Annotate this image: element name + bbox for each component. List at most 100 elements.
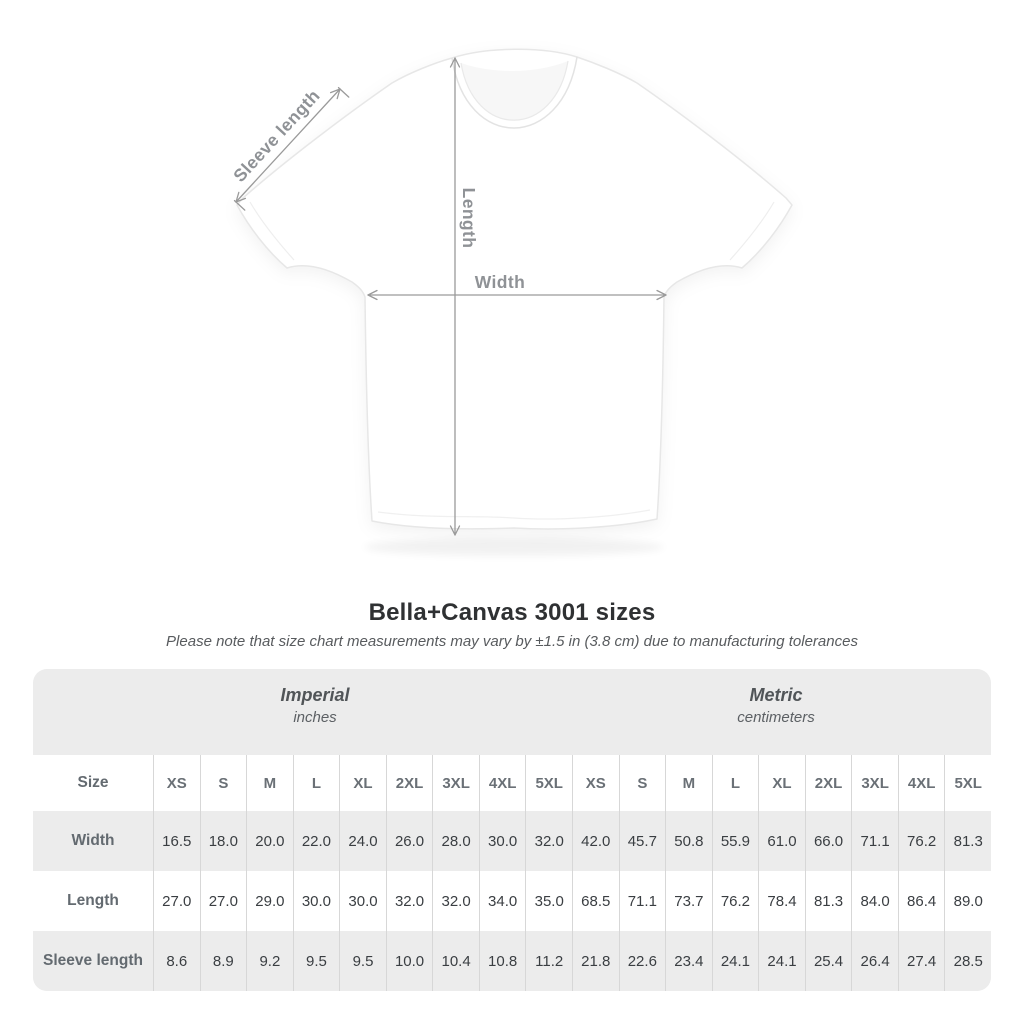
size-value-cell: 8.6	[153, 931, 200, 991]
size-column-header: S	[199, 755, 247, 811]
size-value-cell: 27.0	[153, 871, 200, 931]
size-value-cell: 10.8	[478, 931, 526, 991]
metric-unit-header: Metric centimeters	[737, 684, 815, 728]
size-value-cell: 10.4	[432, 931, 479, 991]
tshirt-measurement-diagram: Sleeve length Length Width	[229, 48, 793, 556]
size-value-cell: 71.1	[851, 811, 898, 871]
size-value-cell: 28.0	[432, 811, 479, 871]
size-value-cell: 68.5	[572, 871, 619, 931]
size-column-header: 4XL	[478, 755, 526, 811]
size-column-header: L	[292, 755, 340, 811]
size-value-cell: 84.0	[851, 871, 898, 931]
size-column-header: 2XL	[385, 755, 433, 811]
size-value-cell: 35.0	[525, 871, 572, 931]
size-value-cell: 66.0	[804, 811, 852, 871]
size-value-cell: 42.0	[572, 811, 619, 871]
size-value-cell: 89.0	[944, 871, 991, 931]
size-value-cell: 25.4	[804, 931, 852, 991]
size-value-cell: 9.5	[339, 931, 386, 991]
size-column-header: S	[618, 755, 666, 811]
size-value-cell: 10.0	[385, 931, 433, 991]
size-value-cell: 27.4	[897, 931, 945, 991]
length-arrow	[449, 57, 461, 536]
size-value-cell: 32.0	[525, 811, 572, 871]
size-column-header: 3XL	[851, 755, 898, 811]
size-column-header: L	[711, 755, 759, 811]
size-value-cell: 21.8	[572, 931, 619, 991]
size-value-cell: 30.0	[478, 811, 526, 871]
length-label: Length	[459, 188, 479, 249]
size-column-header: 4XL	[897, 755, 945, 811]
size-column-header: XS	[153, 755, 200, 811]
size-value-cell: 11.2	[525, 931, 572, 991]
size-column-header: M	[665, 755, 712, 811]
dimension-arrows	[233, 57, 667, 536]
size-value-cell: 50.8	[665, 811, 712, 871]
size-value-cell: 30.0	[339, 871, 386, 931]
size-value-cell: 45.7	[618, 811, 666, 871]
size-value-cell: 81.3	[804, 871, 852, 931]
hem-crease	[377, 509, 651, 520]
size-column-header: 5XL	[525, 755, 572, 811]
size-value-cell: 26.4	[851, 931, 898, 991]
size-column-header: M	[246, 755, 293, 811]
sleeve-length-arrow	[233, 86, 350, 211]
imperial-unit-header: Imperial inches	[280, 684, 349, 728]
size-value-cell: 22.6	[618, 931, 666, 991]
size-value-cell: 24.0	[339, 811, 386, 871]
size-value-cell: 24.1	[758, 931, 805, 991]
width-label: Width	[475, 272, 525, 292]
tolerance-note: Please note that size chart measurements…	[166, 633, 858, 650]
shirt-shadow	[364, 538, 664, 556]
page-title: Bella+Canvas 3001 sizes	[368, 599, 656, 626]
size-value-cell: 27.0	[199, 871, 247, 931]
size-table: Imperial inches Metric centimeters Size X…	[33, 669, 991, 991]
collar-inner-seam	[460, 60, 569, 121]
unit-header-band: Imperial inches Metric centimeters	[33, 669, 991, 755]
size-value-cell: 20.0	[246, 811, 293, 871]
imperial-sublabel: inches	[293, 709, 337, 726]
left-sleeve-crease	[249, 201, 295, 261]
collar-outer-seam	[451, 56, 578, 129]
measurement-row-label: Length	[33, 871, 153, 931]
size-value-cell: 55.9	[711, 811, 759, 871]
metric-sublabel: centimeters	[737, 709, 815, 726]
size-value-cell: 32.0	[432, 871, 479, 931]
size-value-cell: 9.2	[246, 931, 293, 991]
size-column-header: 3XL	[432, 755, 479, 811]
tshirt-outline	[236, 48, 793, 530]
size-grid: Size XS S M L XL 2XL 3XL 4XL 5XL XS S M L XL 2XL 3XL 4XL 5…	[33, 755, 991, 991]
size-value-cell: 23.4	[665, 931, 712, 991]
size-value-cell: 24.1	[711, 931, 759, 991]
size-value-cell: 86.4	[897, 871, 945, 931]
neck-opening	[461, 61, 568, 121]
size-value-cell: 78.4	[758, 871, 805, 931]
size-value-cell: 81.3	[944, 811, 991, 871]
metric-label: Metric	[749, 685, 803, 705]
size-value-cell: 76.2	[897, 811, 945, 871]
size-value-cell: 8.9	[199, 931, 247, 991]
size-value-cell: 61.0	[758, 811, 805, 871]
size-value-cell: 22.0	[292, 811, 340, 871]
size-value-cell: 34.0	[478, 871, 526, 931]
size-column-header: XL	[339, 755, 386, 811]
size-column-header: 2XL	[804, 755, 852, 811]
size-value-cell: 26.0	[385, 811, 433, 871]
size-value-cell: 73.7	[665, 871, 712, 931]
size-column-header: XL	[758, 755, 805, 811]
size-value-cell: 28.5	[944, 931, 991, 991]
measurement-row-label: Width	[33, 811, 153, 871]
size-value-cell: 29.0	[246, 871, 293, 931]
size-column-header: 5XL	[944, 755, 991, 811]
size-header-cell: Size	[33, 755, 153, 811]
size-value-cell: 30.0	[292, 871, 340, 931]
size-value-cell: 18.0	[199, 811, 247, 871]
measurement-row-label: Sleeve length	[33, 931, 153, 991]
size-value-cell: 76.2	[711, 871, 759, 931]
size-value-cell: 9.5	[292, 931, 340, 991]
size-column-header: XS	[572, 755, 619, 811]
imperial-label: Imperial	[280, 685, 350, 705]
size-value-cell: 16.5	[153, 811, 200, 871]
size-value-cell: 32.0	[385, 871, 433, 931]
